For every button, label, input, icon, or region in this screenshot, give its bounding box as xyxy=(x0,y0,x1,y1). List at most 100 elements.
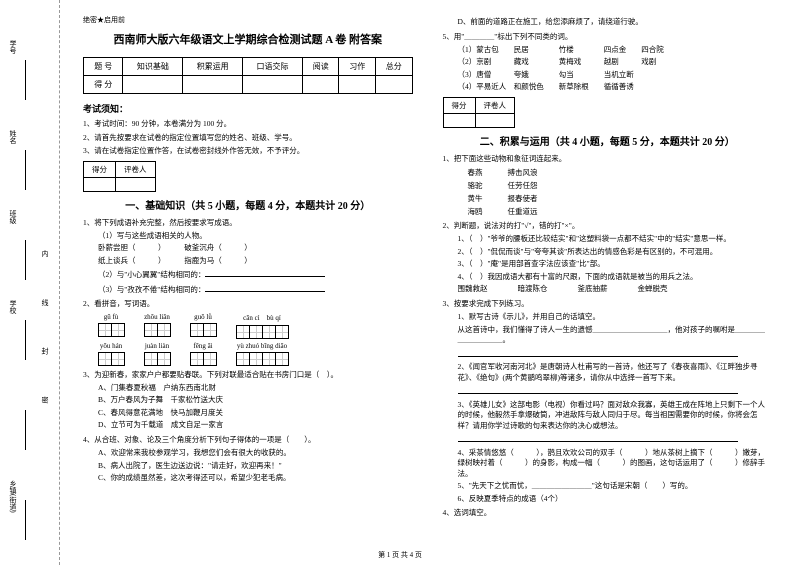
table-row: 得 分 xyxy=(84,76,413,94)
option: D、前面的道路正在施工，给您添麻烦了，请绕道行驶。 xyxy=(458,17,773,28)
cell xyxy=(302,76,339,94)
word: 任劳任怨 xyxy=(508,180,538,191)
sub-question: 3、《英雄儿女》这部电影（电视）你看过吗？面对敌众我寡，英雄王成在阵地上只剩下一… xyxy=(458,400,773,432)
sidebar-label-class: 班级 xyxy=(8,210,18,224)
option: B、万户春风为子舞 千家松竹送大庆 xyxy=(98,395,413,406)
word-line: （3）唐僧 夸娥 勾当 当机立断 xyxy=(458,70,773,81)
char-grid xyxy=(98,323,124,337)
blank xyxy=(458,433,738,442)
pinyin-block: yù zhuó bīng diāo xyxy=(236,342,288,366)
text: （3）与"孜孜不倦"结构相同的： xyxy=(98,285,205,294)
question: 2、判断题，说法对的打"√"，错的打"×"。 xyxy=(443,220,773,231)
sub-question: （2）与"小心翼翼"结构相同的： xyxy=(98,268,413,281)
char-grid xyxy=(144,323,170,337)
blank xyxy=(205,283,325,292)
match-row: 春燕 搏击风浪 xyxy=(468,167,773,178)
char-grid xyxy=(190,323,216,337)
cell: 评卷人 xyxy=(116,161,156,177)
word: 搏击风浪 xyxy=(508,167,538,178)
pinyin-block: juàn liàn xyxy=(144,342,170,366)
cell: 题 号 xyxy=(84,58,123,76)
word: 骆驼 xyxy=(468,180,483,191)
seal-line-text: 内 线 封 密 xyxy=(40,250,50,423)
word-line: 围魏救赵 暗渡陈仓 釜底抽薪 金蝉脱壳 xyxy=(458,284,773,295)
cell: 得 分 xyxy=(84,76,123,94)
word: 春燕 xyxy=(468,167,483,178)
notice-item: 3、请在试卷指定位置作答，在试卷密封线外作答无效，不予评分。 xyxy=(83,146,413,157)
cell xyxy=(443,113,475,127)
cell: 得分 xyxy=(84,161,116,177)
pinyin-block: cān cì bù qí xyxy=(236,313,288,339)
word-line: 纸上谈兵（ ） 指鹿为马（ ） xyxy=(98,256,413,267)
sub-question: 4、采茶情悠悠（ ），鹊且欢欢公司的双手（ ）地从茶树上摘下（ ）嫩芽，绿树映衬… xyxy=(458,448,773,480)
word: 破釜沉舟（ ） xyxy=(184,243,252,252)
cell xyxy=(183,76,243,94)
table-row: 题 号 知识基础 积累运用 口语交际 阅读 习作 总分 xyxy=(84,58,413,76)
sub-question: 2、（ ）"侃侃而谈"与"夸夸其谈"所表达出的情感色彩是有区别的，不可混用。 xyxy=(458,247,773,258)
pinyin: cān cì bù qí xyxy=(243,313,281,323)
option: D、立节可为千载道 成文自足一家言 xyxy=(98,420,413,431)
pinyin: guō lǜ xyxy=(194,313,212,321)
score-table: 题 号 知识基础 积累运用 口语交际 阅读 习作 总分 得 分 xyxy=(83,57,413,94)
pinyin: juàn liàn xyxy=(145,342,169,350)
sidebar-label-town: 乡镇(街道) xyxy=(8,480,18,513)
content-columns: 绝密★启用前 西南师大版六年级语文上学期综合检测试题 A 卷 附答案 题 号 知… xyxy=(60,0,800,565)
cell: 口语交际 xyxy=(243,58,303,76)
cell: 知识基础 xyxy=(123,58,183,76)
cell xyxy=(116,177,156,191)
option: A、欢迎常来我校参观学习，我想您们会有很大的收获的。 xyxy=(98,448,413,459)
cell: 总分 xyxy=(375,58,412,76)
pinyin: yù zhuó bīng diāo xyxy=(237,342,287,350)
pinyin-row: gū fù zhōu liǎn guō lǜ cān cì bù qí xyxy=(98,313,413,339)
sub-question: 6、反映夏季特点的成语（4个） xyxy=(458,494,773,505)
cell xyxy=(375,76,412,94)
char-grid xyxy=(236,352,288,366)
sidebar-line xyxy=(25,320,26,360)
pinyin: zhōu liǎn xyxy=(144,313,170,321)
cell xyxy=(243,76,303,94)
sidebar-label-name: 姓名 xyxy=(8,130,18,144)
blank xyxy=(458,348,738,357)
question: 1、把下面这些动物和象征词连起来。 xyxy=(443,153,773,164)
section1-title: 一、基础知识（共 5 小题，每题 4 分，本题共计 20 分） xyxy=(83,197,413,212)
right-column: D、前面的道路正在施工，给您添麻烦了，请绕道行驶。 5、用"＿＿＿＿"标出下列不… xyxy=(428,15,781,560)
pinyin: fēng āi xyxy=(193,342,212,350)
question: 3、为迎新春，家家户户都要贴春联。下列对联最适合贴在书房门口是（ ）。 xyxy=(83,369,413,380)
word: 卧薪尝胆（ ） xyxy=(98,243,162,252)
char-grid xyxy=(144,352,170,366)
secret-label: 绝密★启用前 xyxy=(83,15,413,25)
sub-question: 1、（ ）"爷爷的腰板还比较结实"和"这塑料袋一点都不结实"中的"结实"意思一样… xyxy=(458,234,773,245)
sidebar-line xyxy=(25,410,26,450)
word-line: （1）蒙古包 民居 竹楼 四点金 四合院 xyxy=(458,45,773,56)
match-row: 海鸥 任重道远 xyxy=(468,206,773,217)
sub-question: （3）与"孜孜不倦"结构相同的： xyxy=(98,283,413,296)
word-line: （2）京剧 藏戏 黄梅戏 越剧 戏剧 xyxy=(458,57,773,68)
binding-sidebar: 学号 姓名 班级 学校 乡镇(街道) 内 线 封 密 xyxy=(0,0,60,565)
blank-line xyxy=(458,433,773,446)
cell: 得分 xyxy=(443,97,475,113)
cell: 评卷人 xyxy=(475,97,515,113)
sidebar-label-id: 学号 xyxy=(8,40,18,54)
sub-question: 5、"先天下之忧而忧，＿＿＿＿＿＿＿＿"这句话是宋朝（ ）写的。 xyxy=(458,481,773,492)
pinyin: yōu hán xyxy=(100,342,122,350)
option: A、门集春夏秋福 户纳东西南北财 xyxy=(98,383,413,394)
pinyin-block: gū fù xyxy=(98,313,124,339)
word-line: 卧薪尝胆（ ） 破釜沉舟（ ） xyxy=(98,243,413,254)
word: 任重道远 xyxy=(508,206,538,217)
exam-title: 西南师大版六年级语文上学期综合检测试题 A 卷 附答案 xyxy=(83,31,413,47)
section2-title: 二、积累与运用（共 4 小题，每题 5 分，本题共计 20 分） xyxy=(443,133,773,148)
question: 4、选词填空。 xyxy=(443,507,773,518)
sidebar-line xyxy=(25,60,26,100)
word: 海鸥 xyxy=(468,206,483,217)
sub-question: 2、《闻官军收河南河北》是唐朝诗人杜甫写的一首诗，他还写了《春夜喜雨》、《江畔独… xyxy=(458,362,773,383)
sidebar-line xyxy=(25,500,26,540)
char-grid xyxy=(98,352,124,366)
blank-line xyxy=(458,385,773,398)
sidebar-label-school: 学校 xyxy=(8,300,18,314)
page-container: 学号 姓名 班级 学校 乡镇(街道) 内 线 封 密 绝密★启用前 西南师大版六… xyxy=(0,0,800,565)
sub-question: 3、（ ）"庵"是用部首查字法应该查"比"部。 xyxy=(458,259,773,270)
grader-table: 得分评卷人 xyxy=(83,161,156,192)
char-grid xyxy=(190,352,216,366)
word: 指鹿为马（ ） xyxy=(184,256,252,265)
match-row: 骆驼 任劳任怨 xyxy=(468,180,773,191)
